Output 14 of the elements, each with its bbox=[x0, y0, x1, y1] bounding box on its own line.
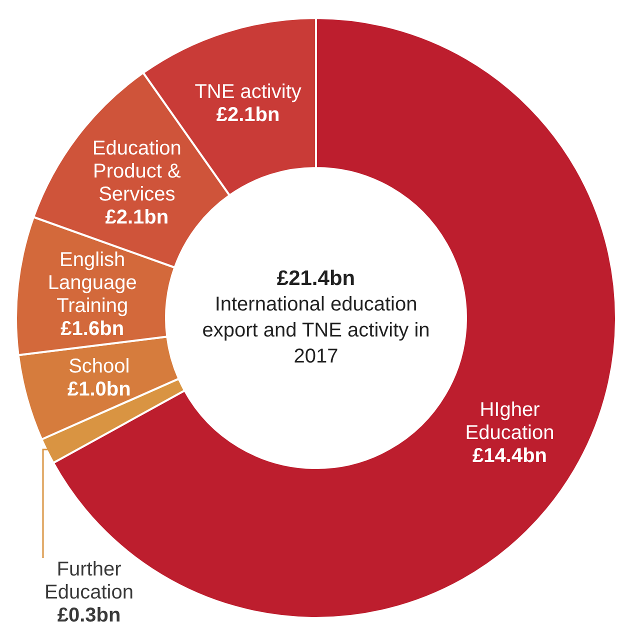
text: International education export and TNE activity in 2017 bbox=[202, 294, 430, 368]
data-label: £1.0bn bbox=[67, 378, 131, 401]
slice-label: English Language Training bbox=[48, 248, 137, 317]
slice-label: HIgher Education bbox=[465, 398, 554, 444]
data-label: £0.3bn bbox=[57, 604, 121, 627]
slice-label: School bbox=[68, 356, 130, 378]
slice-label: Education Product & Services bbox=[92, 137, 182, 206]
data-label: £1.6bn bbox=[60, 318, 124, 340]
slice-label: Further Education bbox=[44, 558, 134, 604]
data-label: £2.1bn bbox=[105, 206, 169, 228]
text: £21.4bn bbox=[276, 266, 356, 290]
data-label: £14.4bn bbox=[472, 444, 547, 467]
data-label: £2.1bn bbox=[216, 104, 280, 126]
slice-label: TNE activity bbox=[194, 81, 302, 104]
